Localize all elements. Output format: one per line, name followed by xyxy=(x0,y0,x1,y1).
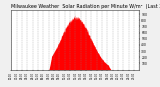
Text: Milwaukee Weather  Solar Radiation per Minute W/m²  (Last 24 Hours): Milwaukee Weather Solar Radiation per Mi… xyxy=(11,4,160,9)
